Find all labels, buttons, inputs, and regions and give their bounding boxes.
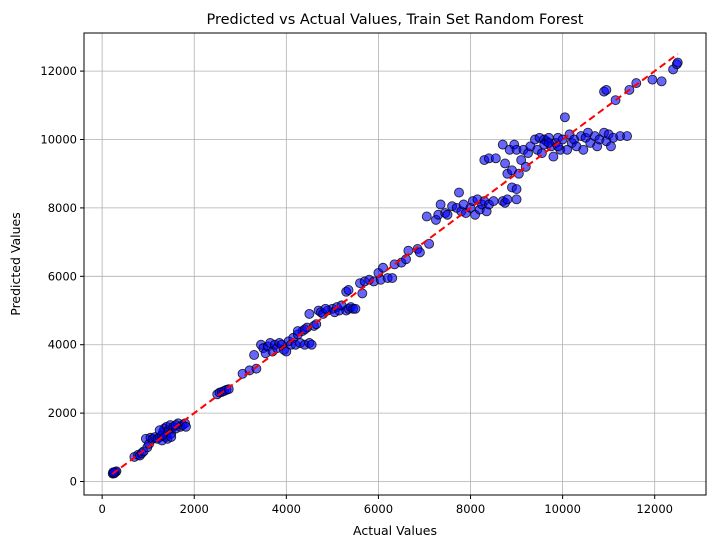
y-axis-ticks: 0 2000 4000 6000 8000 10000 12000: [40, 64, 84, 489]
data-point: [511, 184, 522, 195]
data-point: [249, 350, 260, 360]
data-point: [435, 199, 446, 210]
data-point: [490, 153, 501, 164]
x-axis-label: Actual Values: [353, 523, 437, 538]
data-point: [378, 262, 388, 273]
data-point: [559, 112, 570, 123]
data-point: [421, 211, 432, 222]
y-tick-label: 12000: [40, 64, 77, 78]
x-tick-label: 4000: [272, 502, 301, 516]
data-point: [543, 137, 554, 148]
data-point: [281, 346, 292, 357]
data-point: [500, 158, 511, 169]
data-point: [516, 155, 527, 165]
data-point: [548, 151, 559, 162]
data-point: [497, 139, 508, 150]
data-point: [578, 144, 589, 155]
y-tick-label: 6000: [48, 269, 77, 283]
data-point: [488, 196, 499, 207]
data-point: [387, 273, 398, 283]
data-point: [656, 76, 667, 87]
data-point: [442, 209, 453, 220]
x-tick-label: 8000: [456, 502, 485, 516]
data-point: [502, 194, 513, 205]
data-point: [622, 131, 633, 142]
y-tick-label: 4000: [48, 338, 77, 352]
data-point: [350, 303, 361, 314]
y-tick-label: 10000: [40, 133, 77, 147]
data-point: [562, 144, 573, 155]
chart-title: Predicted vs Actual Values, Train Set Ra…: [206, 12, 583, 28]
data-point: [672, 57, 683, 68]
data-point: [647, 74, 658, 85]
y-tick-label: 8000: [48, 201, 77, 215]
data-point: [414, 247, 425, 258]
data-point: [606, 141, 616, 152]
plot-frame: [83, 32, 707, 496]
data-point: [357, 288, 368, 299]
data-point: [304, 308, 315, 319]
reference-line: [111, 53, 679, 475]
y-axis-label: Predicted Values: [8, 212, 23, 316]
data-point: [320, 303, 331, 314]
data-point: [166, 432, 177, 443]
data-point: [306, 339, 317, 350]
x-tick-label: 12000: [636, 502, 673, 516]
data-point: [454, 187, 464, 198]
y-tick-label: 0: [70, 475, 77, 489]
x-axis-ticks: 0 2000 4000 6000 8000 10000 12000: [98, 495, 673, 516]
x-tick-label: 0: [98, 502, 105, 516]
data-point: [601, 84, 612, 95]
data-point: [511, 194, 522, 205]
data-point: [180, 421, 191, 432]
x-tick-label: 2000: [180, 502, 209, 516]
data-point: [154, 425, 165, 436]
y-tick-label: 2000: [48, 406, 77, 420]
x-tick-label: 10000: [544, 502, 581, 516]
data-point: [343, 285, 354, 295]
x-tick-label: 6000: [364, 502, 393, 516]
